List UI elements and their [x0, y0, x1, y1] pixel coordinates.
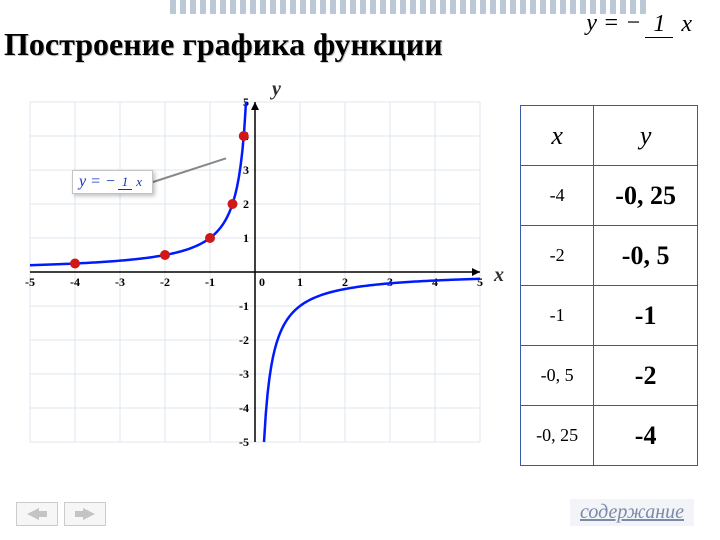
svg-text:3: 3: [243, 163, 249, 177]
formula-main: y = −1x: [586, 10, 700, 38]
table-header-y: y: [594, 106, 698, 166]
table-row: -0, 25-4: [521, 406, 698, 466]
svg-text:-5: -5: [239, 435, 249, 449]
svg-text:5: 5: [477, 275, 483, 289]
prev-button[interactable]: [16, 502, 58, 526]
svg-text:-3: -3: [115, 275, 125, 289]
table-row: -2-0, 5: [521, 226, 698, 286]
svg-text:2: 2: [243, 197, 249, 211]
decorative-top-band: [170, 0, 650, 14]
formula-callout: y = −1x: [72, 170, 153, 194]
svg-text:-2: -2: [239, 333, 249, 347]
svg-text:-5: -5: [25, 275, 35, 289]
table-row: -1-1: [521, 286, 698, 346]
next-button[interactable]: [64, 502, 106, 526]
svg-text:2: 2: [342, 275, 348, 289]
page-title: Построение графика функции: [4, 26, 443, 63]
svg-text:1: 1: [297, 275, 303, 289]
svg-text:-4: -4: [70, 275, 80, 289]
nav-arrows: [16, 502, 106, 526]
table-header-x: x: [521, 106, 594, 166]
value-table: x y -4-0, 25 -2-0, 5 -1-1 -0, 5-2 -0, 25…: [520, 105, 698, 466]
svg-text:0: 0: [259, 275, 265, 289]
svg-text:-1: -1: [239, 299, 249, 313]
arrow-right-icon: [75, 508, 95, 520]
formula-fraction: 1x: [645, 11, 700, 38]
svg-text:-1: -1: [205, 275, 215, 289]
table-row: -4-0, 25: [521, 166, 698, 226]
svg-text:4: 4: [432, 275, 438, 289]
svg-text:-4: -4: [239, 401, 249, 415]
svg-text:1: 1: [243, 231, 249, 245]
table-row: -0, 5-2: [521, 346, 698, 406]
function-chart: -5-4-3-2-1012345-5-4-3-2-112345: [10, 82, 500, 462]
contents-link[interactable]: содержание: [570, 499, 694, 526]
formula-lhs: y = −: [586, 10, 641, 36]
svg-text:-2: -2: [160, 275, 170, 289]
svg-text:-3: -3: [239, 367, 249, 381]
arrow-left-icon: [27, 508, 47, 520]
